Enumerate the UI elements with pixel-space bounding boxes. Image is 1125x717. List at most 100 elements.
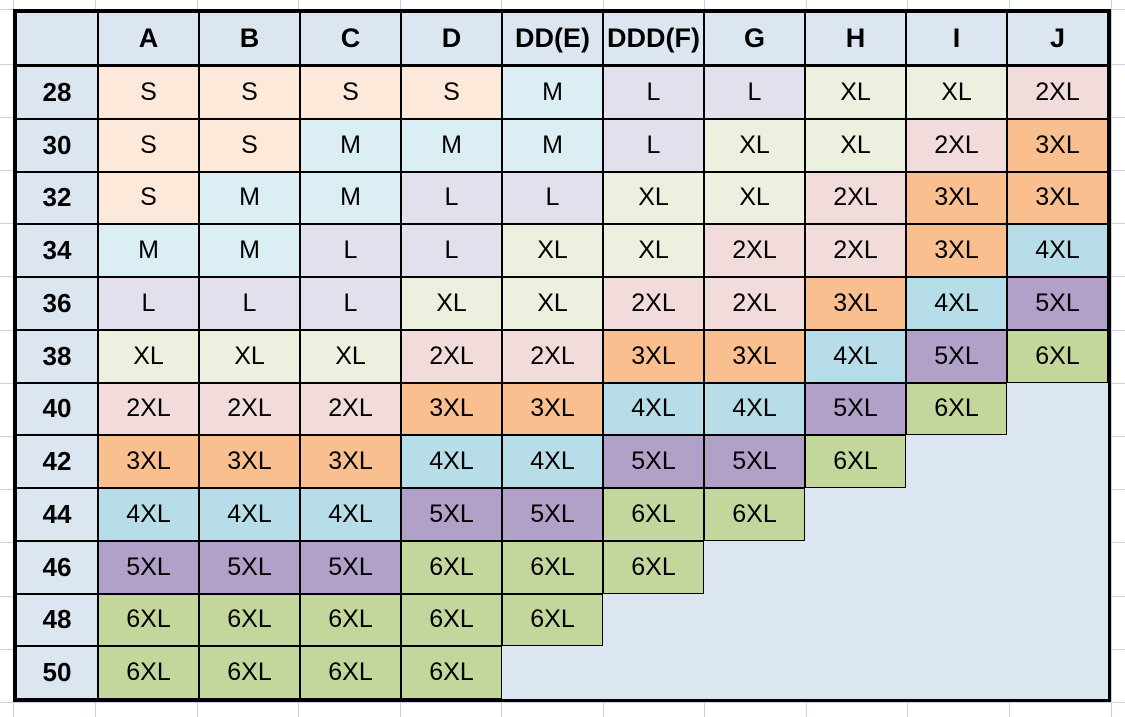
band-header-40: 40 bbox=[16, 382, 98, 436]
band-header-42: 42 bbox=[16, 435, 98, 488]
size-cell: M bbox=[300, 171, 401, 225]
empty-cell bbox=[805, 593, 906, 647]
size-cell: XL bbox=[805, 66, 906, 119]
size-cell: 3XL bbox=[906, 224, 1007, 277]
size-cell: 3XL bbox=[805, 277, 906, 330]
size-cell: XL bbox=[300, 329, 401, 383]
size-cell: L bbox=[502, 171, 603, 225]
size-cell: 6XL bbox=[1007, 329, 1108, 383]
size-cell: 5XL bbox=[502, 488, 603, 541]
size-cell: M bbox=[199, 224, 300, 277]
empty-cell bbox=[1007, 435, 1108, 488]
empty-cell bbox=[704, 646, 805, 699]
size-cell: 6XL bbox=[199, 593, 300, 647]
size-cell: 5XL bbox=[300, 540, 401, 594]
size-cell: XL bbox=[401, 277, 502, 330]
column-header-a: A bbox=[98, 12, 199, 66]
empty-cell bbox=[906, 540, 1007, 594]
size-cell: S bbox=[300, 66, 401, 119]
empty-cell bbox=[502, 646, 603, 699]
size-cell: 2XL bbox=[704, 277, 805, 330]
size-cell: XL bbox=[199, 329, 300, 383]
size-cell: 5XL bbox=[199, 540, 300, 594]
empty-cell bbox=[805, 540, 906, 594]
size-cell: XL bbox=[906, 66, 1007, 119]
empty-cell bbox=[1007, 382, 1108, 436]
empty-cell bbox=[1007, 540, 1108, 594]
size-cell: 3XL bbox=[199, 435, 300, 488]
size-cell: 4XL bbox=[300, 488, 401, 541]
band-header-36: 36 bbox=[16, 277, 98, 330]
size-cell: L bbox=[401, 224, 502, 277]
size-cell: 2XL bbox=[401, 329, 502, 383]
empty-cell bbox=[805, 488, 906, 541]
size-cell: XL bbox=[502, 277, 603, 330]
size-cell: 6XL bbox=[199, 646, 300, 699]
size-cell: L bbox=[300, 224, 401, 277]
size-cell: S bbox=[199, 66, 300, 119]
size-cell: 5XL bbox=[98, 540, 199, 594]
size-cell: 6XL bbox=[98, 646, 199, 699]
column-header-h: H bbox=[805, 12, 906, 66]
corner-cell bbox=[16, 12, 98, 66]
size-cell: M bbox=[300, 118, 401, 172]
size-cell: XL bbox=[704, 118, 805, 172]
empty-cell bbox=[704, 593, 805, 647]
size-cell: 6XL bbox=[401, 646, 502, 699]
size-cell: 3XL bbox=[300, 435, 401, 488]
size-cell: 4XL bbox=[1007, 224, 1108, 277]
size-cell: 3XL bbox=[401, 382, 502, 436]
size-cell: 4XL bbox=[906, 277, 1007, 330]
band-header-46: 46 bbox=[16, 540, 98, 594]
size-cell: 3XL bbox=[603, 329, 704, 383]
empty-cell bbox=[603, 593, 704, 647]
size-cell: XL bbox=[98, 329, 199, 383]
size-cell: M bbox=[502, 66, 603, 119]
band-header-48: 48 bbox=[16, 593, 98, 647]
size-cell: 6XL bbox=[805, 435, 906, 488]
column-header-g: G bbox=[704, 12, 805, 66]
size-cell: 2XL bbox=[603, 277, 704, 330]
size-cell: 4XL bbox=[98, 488, 199, 541]
size-cell: 2XL bbox=[98, 382, 199, 436]
band-header-44: 44 bbox=[16, 488, 98, 541]
empty-cell bbox=[906, 488, 1007, 541]
band-header-32: 32 bbox=[16, 171, 98, 225]
size-cell: 5XL bbox=[704, 435, 805, 488]
size-cell: M bbox=[502, 118, 603, 172]
size-cell: 6XL bbox=[401, 593, 502, 647]
size-cell: 4XL bbox=[199, 488, 300, 541]
size-cell: 5XL bbox=[401, 488, 502, 541]
size-cell: 5XL bbox=[1007, 277, 1108, 330]
size-cell: 2XL bbox=[502, 329, 603, 383]
column-header-dde: DD(E) bbox=[502, 12, 603, 66]
size-cell: L bbox=[401, 171, 502, 225]
band-header-50: 50 bbox=[16, 646, 98, 699]
size-cell: L bbox=[98, 277, 199, 330]
size-cell: S bbox=[98, 118, 199, 172]
spreadsheet-gridline bbox=[1111, 0, 1112, 717]
empty-cell bbox=[1007, 488, 1108, 541]
empty-cell bbox=[603, 646, 704, 699]
size-cell: 6XL bbox=[603, 488, 704, 541]
size-cell: 3XL bbox=[98, 435, 199, 488]
column-header-j: J bbox=[1007, 12, 1108, 66]
size-cell: 2XL bbox=[906, 118, 1007, 172]
size-cell: 2XL bbox=[199, 382, 300, 436]
size-cell: 4XL bbox=[401, 435, 502, 488]
empty-cell bbox=[1007, 646, 1108, 699]
size-cell: XL bbox=[704, 171, 805, 225]
size-cell: 3XL bbox=[1007, 171, 1108, 225]
spreadsheet-gridline bbox=[0, 702, 1125, 703]
size-cell: 6XL bbox=[906, 382, 1007, 436]
column-header-c: C bbox=[300, 12, 401, 66]
column-header-d: D bbox=[401, 12, 502, 66]
empty-cell bbox=[704, 540, 805, 594]
size-cell: 3XL bbox=[1007, 118, 1108, 172]
size-cell: M bbox=[401, 118, 502, 172]
size-cell: 2XL bbox=[805, 224, 906, 277]
size-cell: L bbox=[603, 118, 704, 172]
size-chart-table: A B C D DD(E) DDD(F) G H I J 28 S S S S M L L XL XL 2XL 30 S S M… bbox=[13, 9, 1111, 702]
size-cell: 6XL bbox=[502, 540, 603, 594]
